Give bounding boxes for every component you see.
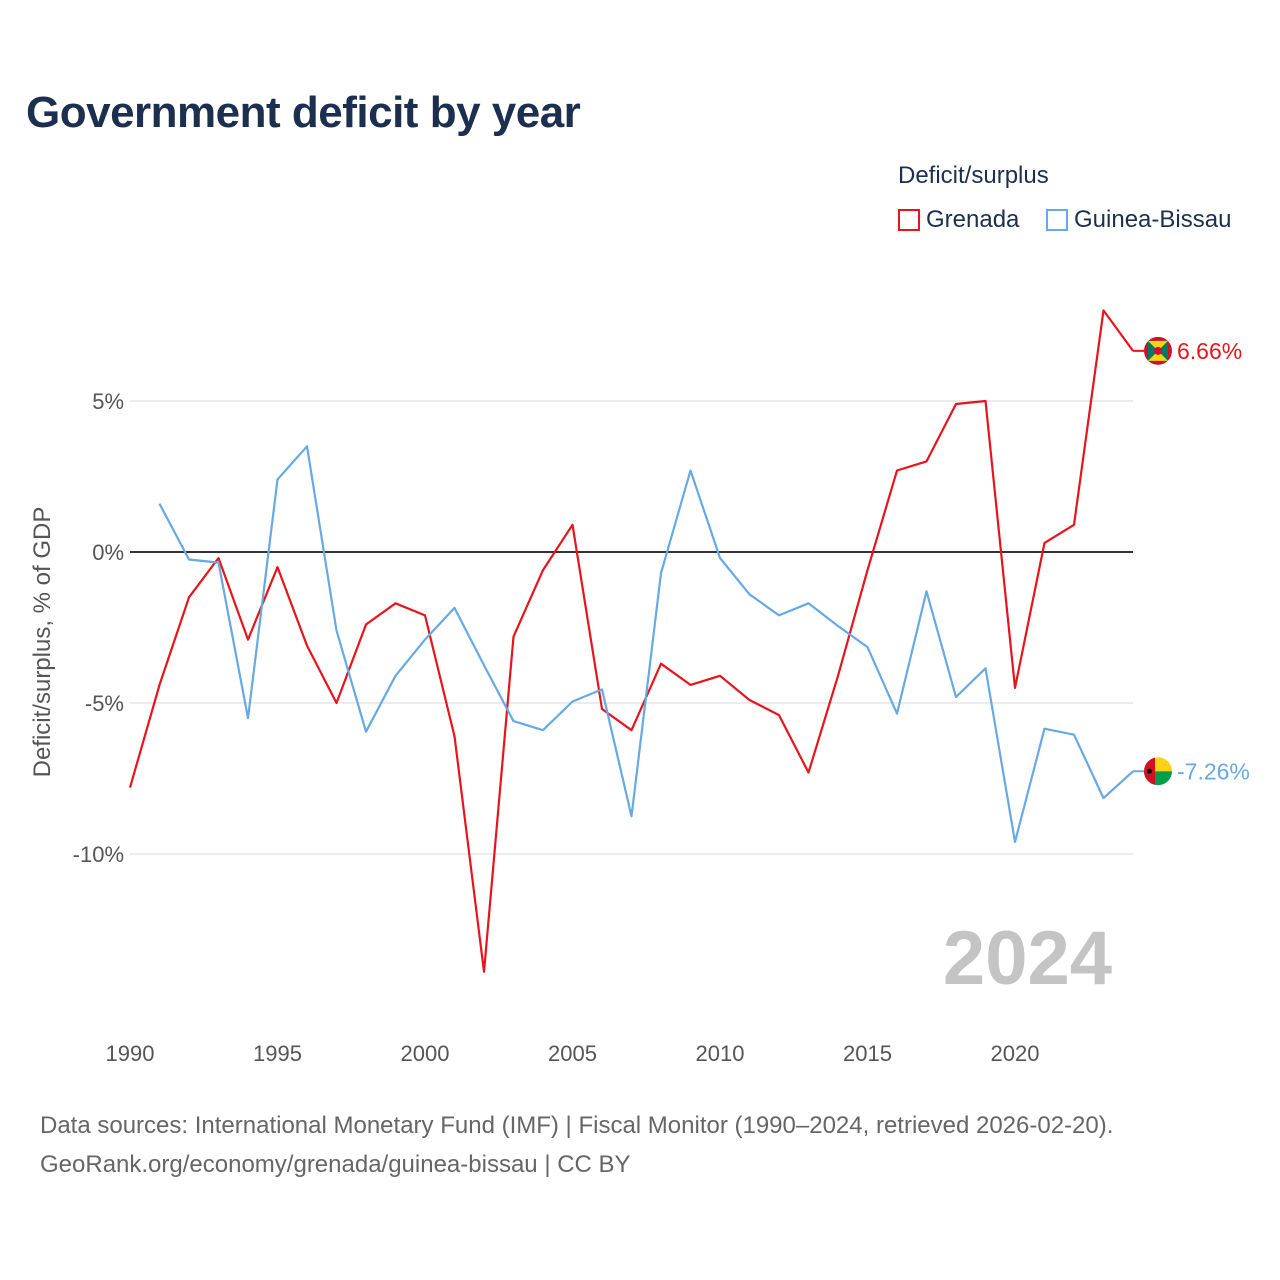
x-tick-labels: 1990 1995 2000 2005 2010 2015 2020 bbox=[106, 1041, 1040, 1066]
x-tick-label: 2005 bbox=[548, 1041, 597, 1066]
series-lines bbox=[128, 309, 1134, 973]
series-line-grenada[interactable] bbox=[128, 309, 1134, 973]
legend-title: Deficit/surplus bbox=[898, 162, 1049, 189]
chart-title: Government deficit by year bbox=[26, 88, 581, 137]
end-value-label: -7.26% bbox=[1177, 758, 1250, 784]
series-line-guinea-bissau[interactable] bbox=[158, 445, 1134, 844]
x-tick-label: 1995 bbox=[253, 1041, 302, 1066]
footer: Data sources: International Monetary Fun… bbox=[40, 1106, 1113, 1184]
y-tick-label: -5% bbox=[85, 691, 124, 716]
guinea-bissau-flag-icon bbox=[1144, 757, 1172, 786]
x-tick-label: 2010 bbox=[696, 1041, 745, 1066]
legend-swatch-grenada bbox=[898, 209, 920, 231]
y-tick-label: -10% bbox=[73, 842, 124, 867]
chart-plot: 5% 0% -5% -10% 1990 1995 2000 2005 2010 2015 2020… bbox=[29, 309, 1250, 1066]
legend-label-guinea-bissau: Guinea-Bissau bbox=[1074, 206, 1232, 233]
legend-item-guinea-bissau[interactable]: Guinea-Bissau bbox=[1046, 206, 1231, 234]
footer-sources: Data sources: International Monetary Fun… bbox=[40, 1112, 1114, 1139]
legend-swatch-guinea-bissau bbox=[1046, 209, 1068, 231]
x-tick-label: 2015 bbox=[843, 1041, 892, 1066]
y-tick-label: 0% bbox=[92, 540, 124, 565]
legend-label-grenada: Grenada bbox=[926, 206, 1020, 233]
x-tick-label: 2000 bbox=[401, 1041, 450, 1066]
year-watermark: 2024 bbox=[943, 916, 1112, 1001]
y-tick-label: 5% bbox=[92, 389, 124, 414]
footer-credit[interactable]: GeoRank.org/economy/grenada/guinea-bissa… bbox=[40, 1151, 631, 1178]
gridlines bbox=[130, 400, 1133, 855]
x-tick-label: 2020 bbox=[991, 1041, 1040, 1066]
grenada-flag-icon bbox=[1144, 336, 1172, 365]
end-value-label: 6.66% bbox=[1177, 338, 1242, 364]
y-tick-labels: 5% 0% -5% -10% bbox=[73, 389, 124, 867]
legend-item-grenada[interactable]: Grenada bbox=[898, 206, 1019, 234]
y-axis-label: Deficit/surplus, % of GDP bbox=[29, 507, 56, 778]
end-markers: 6.66% -7.26% bbox=[1133, 336, 1250, 786]
x-tick-label: 1990 bbox=[106, 1041, 155, 1066]
